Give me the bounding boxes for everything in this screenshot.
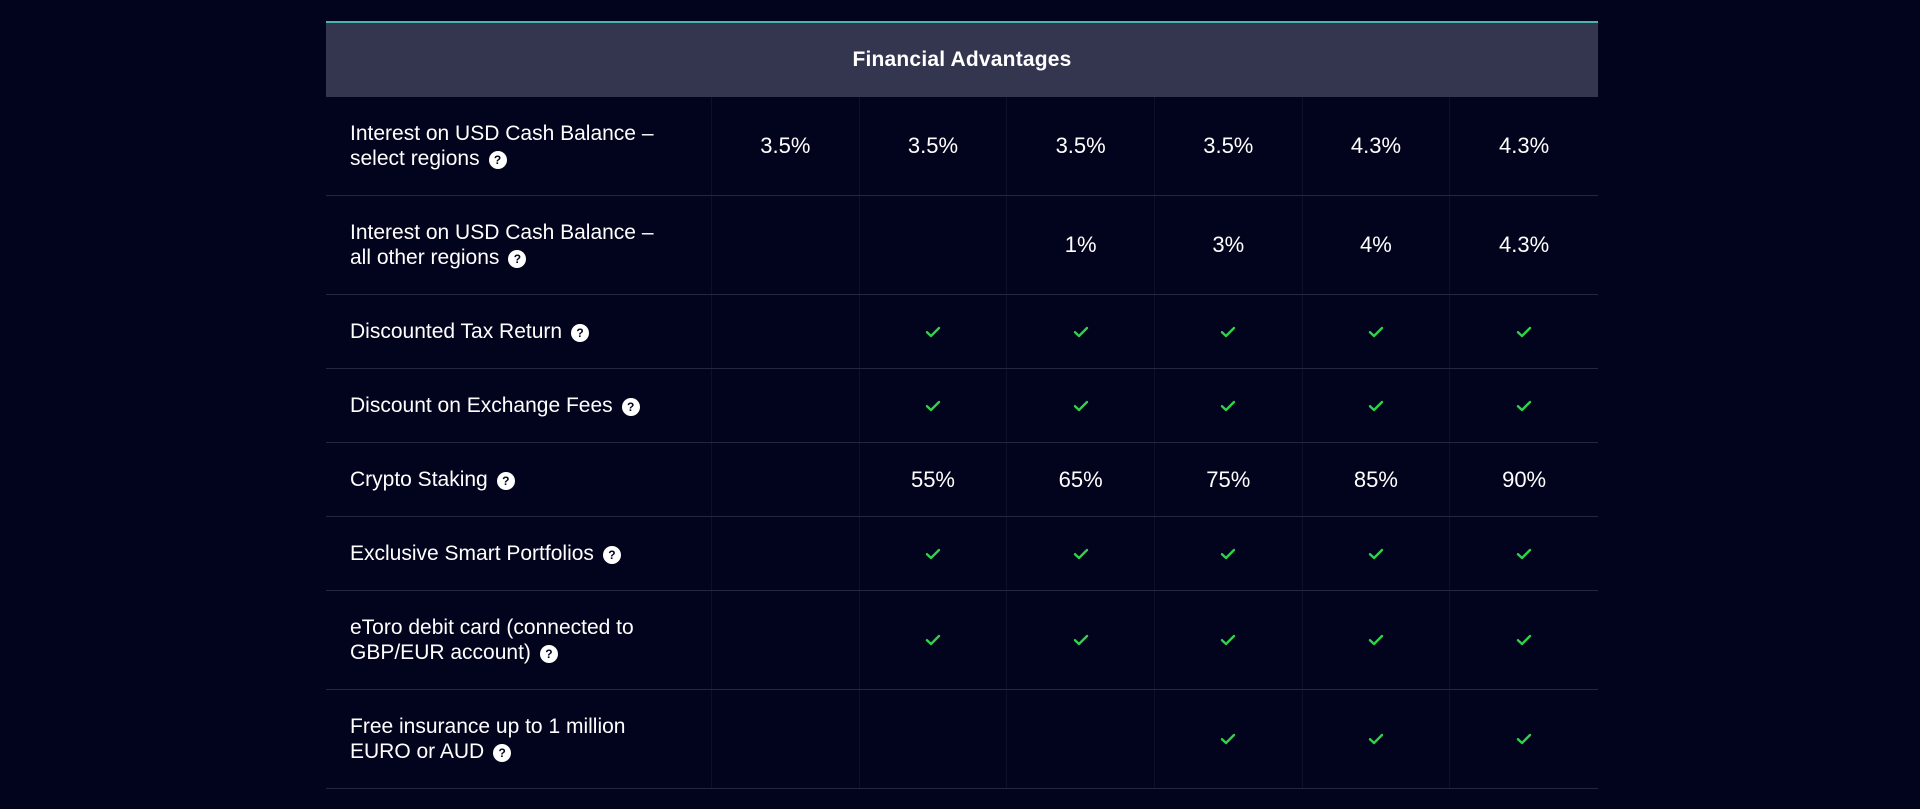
row-label-line1: Interest on USD Cash Balance – [350,221,654,244]
check-icon [860,517,1008,590]
check-icon [1303,295,1451,368]
section-title: Financial Advantages [326,23,1598,97]
help-icon[interactable]: ? [539,645,558,663]
row-label-text: eToro debit card (connected to GBP/EUR ac… [350,615,634,665]
row-label-line2: select regions [350,147,480,170]
row-label-line1: Crypto Staking [350,468,488,491]
check-icon [860,369,1008,442]
row-label: Interest on USD Cash Balance – select reg… [326,97,712,195]
row-label-text: Interest on USD Cash Balance – all other … [350,220,654,270]
value-cell: 85% [1303,443,1451,516]
value-cell: 90% [1502,466,1547,492]
value-cell [712,369,860,442]
help-icon[interactable]: ? [493,744,512,762]
row-label-text: Exclusive Smart Portfolios? [350,541,621,566]
row-label-line1: eToro debit card (connected to [350,616,634,639]
value-cell [860,196,1008,294]
table-row: Free insurance up to 1 million EURO or AU… [326,690,1598,789]
value-cell [1007,690,1155,788]
row-label-text: Interest on USD Cash Balance – select reg… [350,121,654,171]
financial-advantages-table: Financial Advantages Interest on USD Cas… [326,21,1598,789]
value-cell: 4.3% [1499,232,1550,257]
help-icon[interactable]: ? [602,546,621,564]
check-icon [1155,369,1303,442]
row-label-text: Crypto Staking? [350,467,515,492]
table-row: Exclusive Smart Portfolios? [326,517,1598,591]
check-icon [1155,517,1303,590]
row-label-line2: GBP/EUR account) [350,641,531,664]
row-label-text: Discount on Exchange Fees? [350,393,640,418]
value-cell: 75% [1155,443,1303,516]
value-cell: 65% [1007,443,1155,516]
help-icon[interactable]: ? [621,398,640,416]
row-label: Crypto Staking? [326,443,712,516]
check-icon [1155,295,1303,368]
check-icon [1450,517,1598,590]
value-cell [712,295,860,368]
check-icon [1007,591,1155,689]
row-label-text: Discounted Tax Return? [350,319,590,344]
value-cell: 3.5% [860,97,1008,195]
help-icon[interactable]: ? [571,324,590,342]
table-row: Discount on Exchange Fees? [326,369,1598,443]
check-icon [1303,690,1451,788]
value-cell [712,196,860,294]
check-icon [1007,517,1155,590]
value-cell: 3.5% [712,97,860,195]
table-body: Interest on USD Cash Balance – select reg… [326,97,1598,789]
value-cell: 3.5% [1155,97,1303,195]
row-label: Free insurance up to 1 million EURO or AU… [326,690,712,788]
row-label: Interest on USD Cash Balance – all other … [326,196,712,294]
table-row: Crypto Staking? 55% 65% 75% 85% 90% [326,443,1598,517]
row-label-line2: all other regions [350,246,500,269]
value-cell: 4.3% [1499,133,1550,158]
row-label-line1: Discount on Exchange Fees [350,394,613,417]
check-icon [1450,369,1598,442]
value-cell [712,591,860,689]
check-icon [1450,295,1598,368]
help-icon[interactable]: ? [496,472,515,490]
value-cell: 3.5% [1007,97,1155,195]
table-row: Interest on USD Cash Balance – all other … [326,196,1598,295]
row-label-line1: Exclusive Smart Portfolios [350,542,594,565]
check-icon [1303,517,1451,590]
check-icon [1450,690,1598,788]
table-row: Discounted Tax Return? [326,295,1598,369]
table-row: eToro debit card (connected to GBP/EUR ac… [326,591,1598,690]
value-cell [712,517,860,590]
row-label-line1: Free insurance up to 1 million [350,715,626,738]
row-label-line1: Discounted Tax Return [350,320,563,343]
row-label: Exclusive Smart Portfolios? [326,517,712,590]
check-icon [1303,369,1451,442]
value-cell [712,690,860,788]
top-accent-line [326,21,1598,23]
value-cell: 55% [860,443,1008,516]
value-cell: 4% [1303,196,1451,294]
check-icon [1007,295,1155,368]
check-icon [1155,690,1303,788]
row-label-text: Free insurance up to 1 million EURO or AU… [350,714,625,764]
check-icon [1303,591,1451,689]
value-cell: 1% [1007,196,1155,294]
row-label-line1: Interest on USD Cash Balance – [350,122,654,145]
row-label-line2: EURO or AUD [350,740,485,763]
check-icon [1155,591,1303,689]
row-label: Discount on Exchange Fees? [326,369,712,442]
table-row: Interest on USD Cash Balance – select reg… [326,97,1598,196]
help-icon[interactable]: ? [488,151,507,169]
check-icon [860,591,1008,689]
value-cell: 4.3% [1303,97,1451,195]
check-icon [1007,369,1155,442]
check-icon [1450,591,1598,689]
row-label: Discounted Tax Return? [326,295,712,368]
check-icon [860,295,1008,368]
row-label: eToro debit card (connected to GBP/EUR ac… [326,591,712,689]
help-icon[interactable]: ? [508,250,527,268]
value-cell: 3% [1155,196,1303,294]
value-cell [712,443,860,516]
value-cell [860,690,1008,788]
